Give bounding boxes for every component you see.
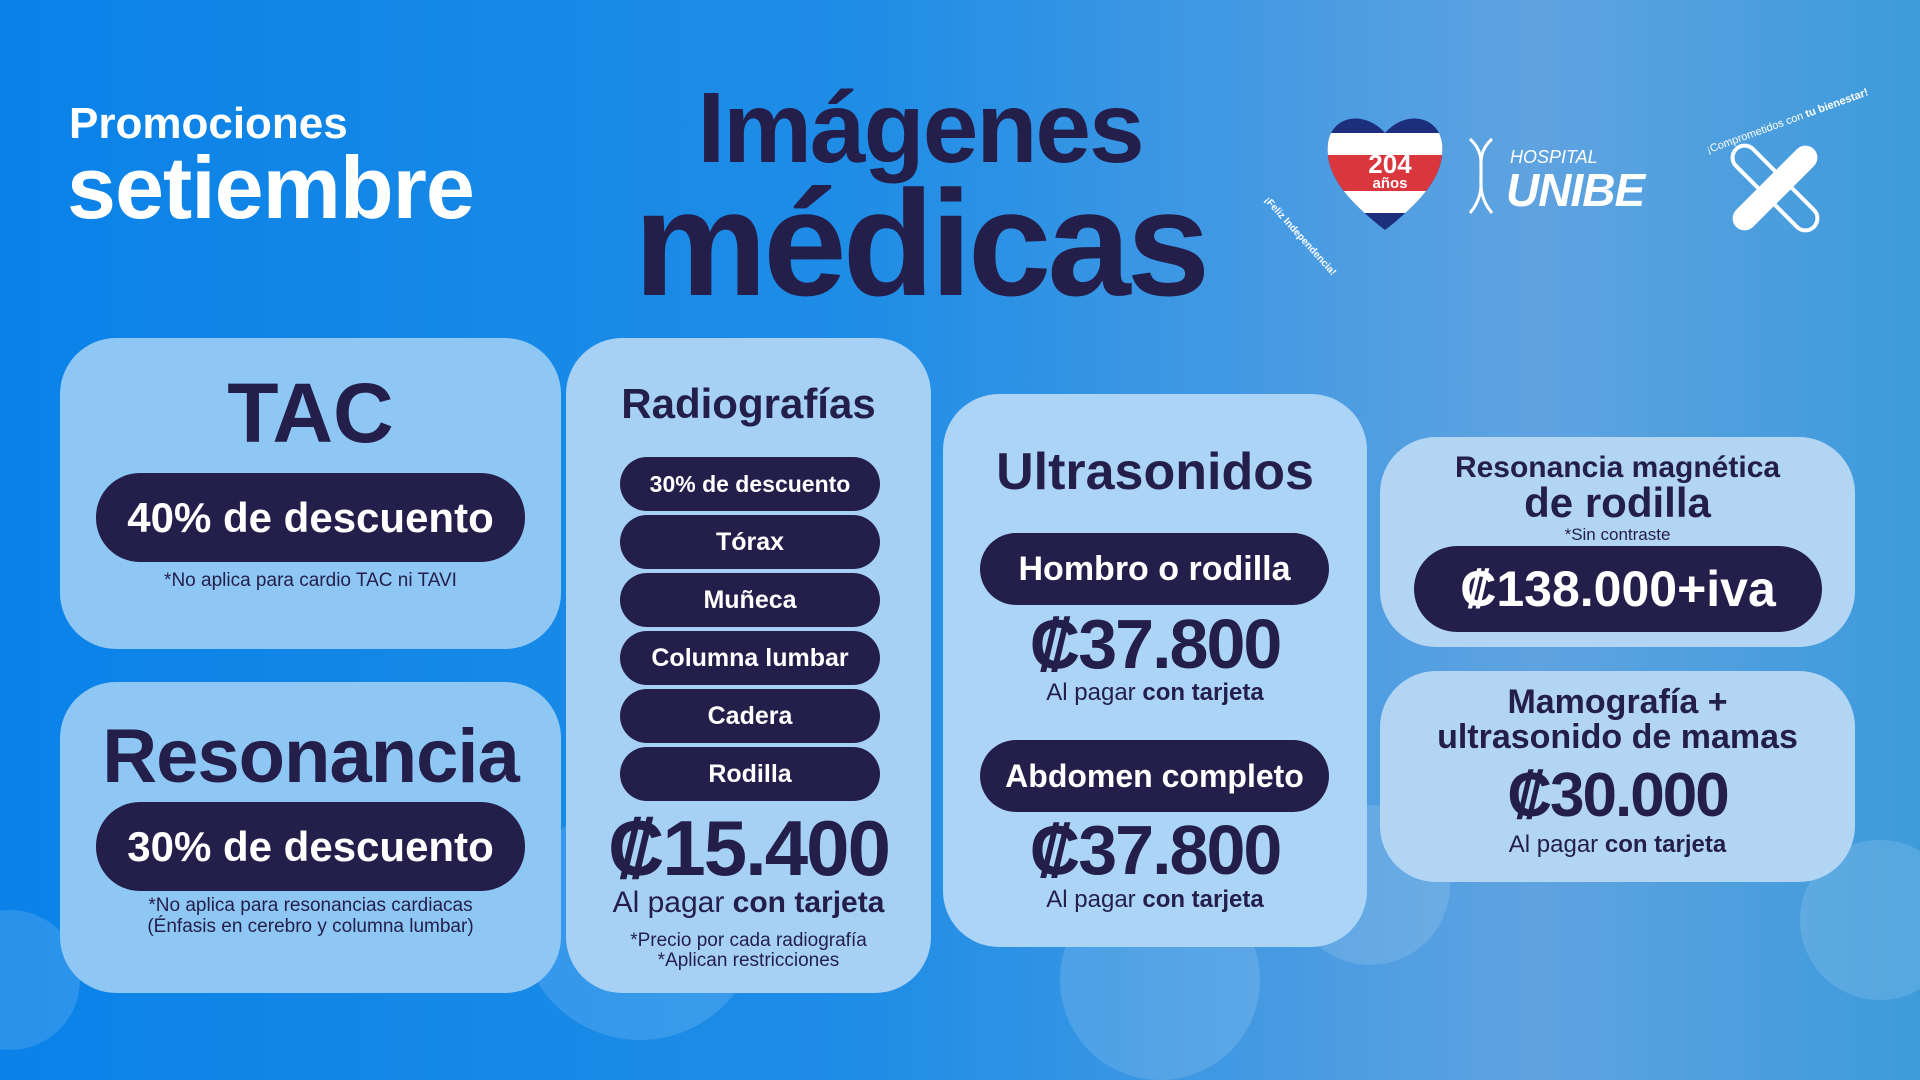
costa-rica-flag-heart-icon: [1327, 118, 1443, 230]
rm-rodilla-price-pill: ₡138.000+iva: [1414, 546, 1822, 632]
tac-title: TAC: [227, 366, 394, 460]
radiografias-item-cadera: Cadera: [620, 689, 880, 743]
ultrasonidos-abdomen-pay: Al pagar con tarjeta: [943, 886, 1367, 914]
radiografias-pay-note: Al pagar con tarjeta: [566, 886, 931, 920]
promo-line1: Promociones: [69, 99, 348, 148]
title-line2: médicas: [633, 159, 1210, 327]
pay-bold: con tarjeta: [1142, 886, 1264, 913]
radiografias-price: ₡15.400: [608, 804, 891, 892]
promo-month: setiembre: [67, 138, 475, 237]
title-line1: Imágenes: [697, 72, 1144, 184]
radiografias-item-muneca: Muñeca: [620, 573, 880, 627]
ultrasonidos-hombro-price: ₡37.800: [1029, 605, 1283, 683]
ultrasonidos-title: Ultrasonidos: [996, 443, 1314, 501]
anniversary-logo: 204 años ¡Feliz Independencia!: [1262, 105, 1443, 278]
ultrasonidos-abdomen-pill: Abdomen completo: [980, 740, 1329, 812]
ultrasonidos-card: Ultrasonidos Hombro o rodilla ₡37.800 Al…: [943, 394, 1367, 947]
pay-bold: con tarjeta: [732, 886, 885, 919]
ultrasonidos-hombro-pay: Al pagar con tarjeta: [943, 679, 1367, 707]
radiografias-item-rodilla: Rodilla: [620, 747, 880, 801]
radiografias-note-1: *Precio por cada radiografía: [630, 930, 867, 951]
resonancia-discount-pill: 30% de descuento: [96, 802, 525, 891]
wellbeing-tagline-bold: tu bienestar!: [1803, 86, 1870, 121]
pay-regular: Al pagar: [1508, 831, 1605, 858]
page-title: Imágenes médicas: [590, 72, 1250, 327]
pay-regular: Al pagar: [1046, 886, 1143, 913]
mamografia-price: ₡30.000: [1507, 761, 1729, 830]
rm-rodilla-title-1: Resonancia magnética: [1454, 451, 1781, 484]
tac-note: *No aplica para cardio TAC ni TAVI: [164, 570, 457, 591]
hospital-label: HOSPITAL: [1510, 147, 1598, 167]
mamografia-title-1: Mamografía +: [1507, 683, 1728, 721]
promo-label: Promociones setiembre: [67, 99, 475, 237]
mamografia-pay: Al pagar con tarjeta: [1380, 831, 1855, 859]
ultrasonidos-hombro-pill: Hombro o rodilla: [980, 533, 1329, 605]
mamografia-title-2: ultrasonido de mamas: [1437, 718, 1798, 756]
pay-bold: con tarjeta: [1142, 679, 1264, 706]
resonancia-card: Resonancia 30% de descuento *No aplica p…: [60, 682, 561, 993]
radiografias-note-2: *Aplican restricciones: [657, 950, 840, 971]
anniversary-number: 204: [1368, 149, 1412, 179]
pay-bold: con tarjeta: [1604, 831, 1727, 858]
pay-regular: Al pagar: [612, 886, 733, 919]
resonancia-note-1: *No aplica para resonancias cardiacas: [148, 895, 473, 916]
unibe-label: UNIBE: [1506, 164, 1645, 216]
resonancia-note-2: (Énfasis en cerebro y columna lumbar): [147, 916, 474, 937]
tac-card: TAC 40% de descuento *No aplica para car…: [60, 338, 561, 649]
mamografia-card: Mamografía + ultrasonido de mamas ₡30.00…: [1380, 671, 1855, 882]
radiografias-title: Radiografías: [621, 380, 876, 427]
tac-discount-pill: 40% de descuento: [96, 473, 525, 562]
bandage-cross-icon: [1730, 143, 1820, 233]
resonancia-title: Resonancia: [102, 714, 520, 799]
radiografias-item-torax: Tórax: [620, 515, 880, 569]
dna-icon: [1468, 137, 1494, 214]
hospital-unibe-logo: HOSPITAL UNIBE: [1462, 135, 1682, 225]
ultrasonidos-abdomen-price: ₡37.800: [1029, 811, 1283, 889]
rm-rodilla-note: *Sin contraste: [1564, 525, 1671, 544]
anniversary-unit: años: [1372, 175, 1408, 192]
radiografias-card: Radiografías 30% de descuento Tórax Muñe…: [566, 338, 931, 993]
radiografias-discount-pill: 30% de descuento: [620, 457, 880, 511]
rm-rodilla-title-2: de rodilla: [1524, 479, 1711, 526]
pay-regular: Al pagar: [1046, 679, 1143, 706]
rm-rodilla-card: Resonancia magnética de rodilla *Sin con…: [1380, 437, 1855, 647]
wellbeing-logo: ¡Comprometidos con tu bienestar!: [1705, 86, 1870, 235]
radiografias-item-columna: Columna lumbar: [620, 631, 880, 685]
